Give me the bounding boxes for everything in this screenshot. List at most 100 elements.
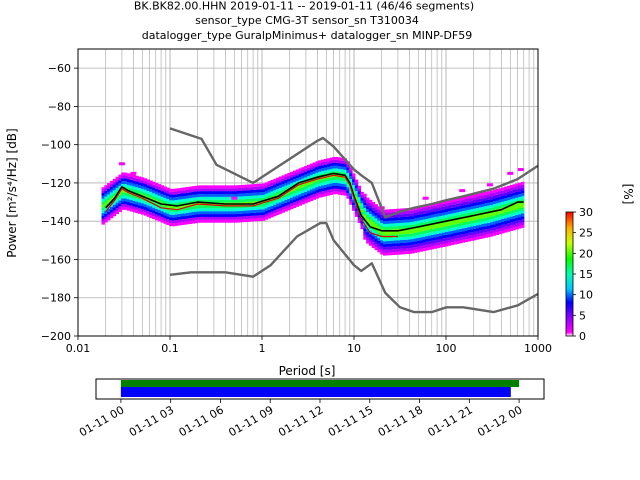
- density-cell: [492, 192, 497, 196]
- timeline-tick-label: 01-11 12: [276, 403, 325, 439]
- density-cell: [225, 219, 229, 223]
- density-cell: [506, 191, 511, 195]
- density-cell: [250, 201, 255, 205]
- density-cell: [495, 232, 500, 235]
- density-cell: [408, 242, 412, 246]
- density-cell: [349, 173, 353, 177]
- density-cell: [149, 189, 153, 193]
- density-cell: [425, 207, 429, 211]
- density-cell: [211, 214, 215, 217]
- density-cell: [481, 232, 485, 236]
- density-cell: [501, 198, 505, 202]
- density-cell: [166, 210, 170, 214]
- density-cell: [380, 245, 384, 249]
- density-cell: [397, 240, 401, 244]
- density-cell: [264, 182, 269, 186]
- density-cell: [498, 188, 502, 192]
- density-cell: [301, 167, 305, 171]
- density-cell: [166, 190, 170, 194]
- density-cell: [433, 217, 438, 221]
- density-cell: [312, 182, 317, 186]
- density-cell: [138, 190, 142, 194]
- density-cell: [501, 230, 505, 234]
- density-cell: [205, 216, 210, 220]
- density-cell: [380, 225, 384, 229]
- density-cell: [276, 197, 280, 201]
- density-cell: [205, 214, 210, 217]
- density-cell: [391, 240, 395, 244]
- density-cell: [188, 189, 193, 193]
- density-cell: [278, 187, 283, 191]
- density-cell: [371, 245, 376, 248]
- density-cell: [169, 211, 173, 215]
- density-cell: [397, 223, 401, 226]
- density-cell: [273, 187, 277, 191]
- density-cell: [489, 230, 494, 234]
- density-cell: [473, 208, 477, 212]
- x-tick-label: 1: [259, 342, 266, 355]
- density-cell: [264, 199, 269, 203]
- density-cell: [385, 252, 390, 256]
- density-cell: [115, 208, 119, 212]
- density-cell: [169, 223, 173, 227]
- density-cell: [290, 177, 294, 181]
- density-cell: [399, 248, 404, 252]
- density-cell: [453, 215, 457, 219]
- density-cell: [163, 200, 167, 204]
- density-cell: [194, 191, 198, 195]
- density-cell: [233, 208, 238, 212]
- density-cell: [498, 202, 502, 206]
- density-cell: [287, 181, 291, 185]
- density-cell: [194, 214, 198, 218]
- density-cell: [152, 213, 156, 217]
- density-cell: [492, 218, 497, 222]
- density-cell: [205, 205, 210, 209]
- density-cell: [377, 212, 381, 216]
- density-cell: [247, 207, 252, 211]
- density-cell: [360, 226, 364, 230]
- density-cell: [470, 206, 474, 210]
- density-cell: [340, 183, 345, 187]
- x-tick-label: 1000: [524, 342, 552, 355]
- density-cell: [309, 169, 314, 173]
- density-cell: [149, 209, 153, 213]
- density-cell: [506, 208, 511, 212]
- density-cell: [337, 171, 342, 175]
- density-cell: [169, 206, 173, 209]
- density-cell: [149, 203, 153, 207]
- density-cell: [442, 218, 446, 222]
- density-cell: [146, 179, 150, 183]
- y-tick-label: −140: [41, 215, 71, 228]
- density-cell: [520, 196, 525, 200]
- density-cell: [154, 197, 159, 201]
- density-cell: [470, 235, 474, 238]
- density-cell: [202, 196, 207, 200]
- density-cell: [408, 228, 412, 231]
- density-cell: [495, 211, 500, 215]
- density-cell: [397, 243, 401, 247]
- density-cell: [456, 226, 460, 230]
- density-cell: [408, 219, 412, 223]
- density-cell: [152, 201, 156, 205]
- density-cell: [256, 218, 260, 222]
- density-cell: [391, 237, 395, 241]
- density-cell: [202, 188, 207, 192]
- density-cell: [464, 219, 469, 222]
- density-cell: [163, 209, 167, 213]
- density-cell: [321, 185, 325, 189]
- density-cell: [411, 244, 415, 248]
- density-cell: [419, 222, 424, 226]
- density-cell: [329, 186, 333, 190]
- density-cell: [247, 210, 252, 214]
- density-cell: [129, 179, 134, 183]
- density-cell: [484, 217, 488, 221]
- density-cell: [428, 241, 432, 245]
- density-cell: [442, 206, 446, 210]
- density-cell: [250, 218, 255, 222]
- y-tick-label: −80: [48, 100, 71, 113]
- density-cell: [433, 234, 438, 238]
- density-cell: [357, 188, 362, 192]
- density-cell: [352, 176, 356, 180]
- density-cell: [129, 188, 134, 192]
